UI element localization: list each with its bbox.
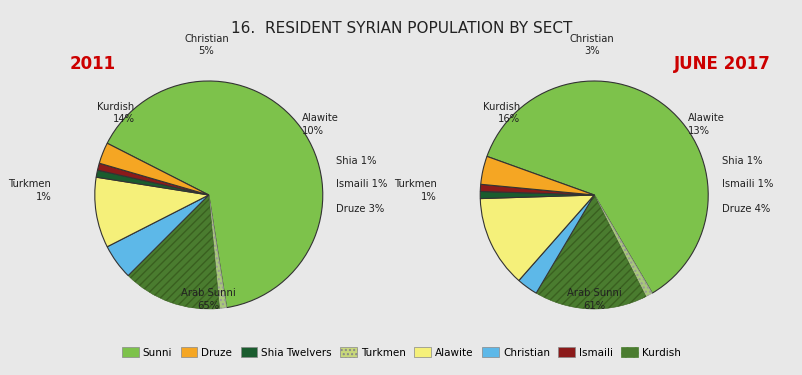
Text: 2011: 2011 [69, 56, 115, 74]
Wedge shape [99, 143, 209, 195]
Text: Turkmen
1%: Turkmen 1% [394, 179, 436, 202]
Text: Ismaili 1%: Ismaili 1% [721, 178, 772, 189]
Text: Shia 1%: Shia 1% [721, 156, 761, 166]
Text: Ismaili 1%: Ismaili 1% [336, 178, 387, 189]
Wedge shape [96, 170, 209, 195]
Wedge shape [480, 156, 593, 195]
Wedge shape [480, 191, 593, 199]
Text: Arab Sunni
65%: Arab Sunni 65% [181, 288, 236, 311]
Text: Alawite
10%: Alawite 10% [302, 113, 338, 135]
Wedge shape [95, 177, 209, 247]
Wedge shape [480, 184, 593, 195]
Text: Shia 1%: Shia 1% [336, 156, 376, 166]
Wedge shape [107, 195, 209, 276]
Text: JUNE 2017: JUNE 2017 [673, 56, 770, 74]
Wedge shape [593, 195, 651, 297]
Wedge shape [518, 195, 593, 293]
Wedge shape [107, 81, 322, 308]
Wedge shape [536, 195, 645, 309]
Wedge shape [480, 195, 593, 280]
Text: Arab Sunni
61%: Arab Sunni 61% [566, 288, 621, 311]
Wedge shape [209, 195, 226, 309]
Text: Christian
3%: Christian 3% [569, 33, 614, 56]
Text: Kurdish
14%: Kurdish 14% [97, 102, 135, 124]
Wedge shape [128, 195, 219, 309]
Wedge shape [97, 163, 209, 195]
Text: Druze 3%: Druze 3% [336, 204, 384, 214]
Wedge shape [486, 81, 707, 293]
Text: Christian
5%: Christian 5% [184, 33, 229, 56]
Text: Kurdish
16%: Kurdish 16% [482, 102, 520, 124]
Text: Turkmen
1%: Turkmen 1% [9, 179, 51, 202]
Text: Druze 4%: Druze 4% [721, 204, 769, 214]
Text: 16.  RESIDENT SYRIAN POPULATION BY SECT: 16. RESIDENT SYRIAN POPULATION BY SECT [230, 21, 572, 36]
Legend: Sunni, Druze, Shia Twelvers, Turkmen, Alawite, Christian, Ismaili, Kurdish: Sunni, Druze, Shia Twelvers, Turkmen, Al… [119, 344, 683, 361]
Text: Alawite
13%: Alawite 13% [687, 113, 723, 135]
